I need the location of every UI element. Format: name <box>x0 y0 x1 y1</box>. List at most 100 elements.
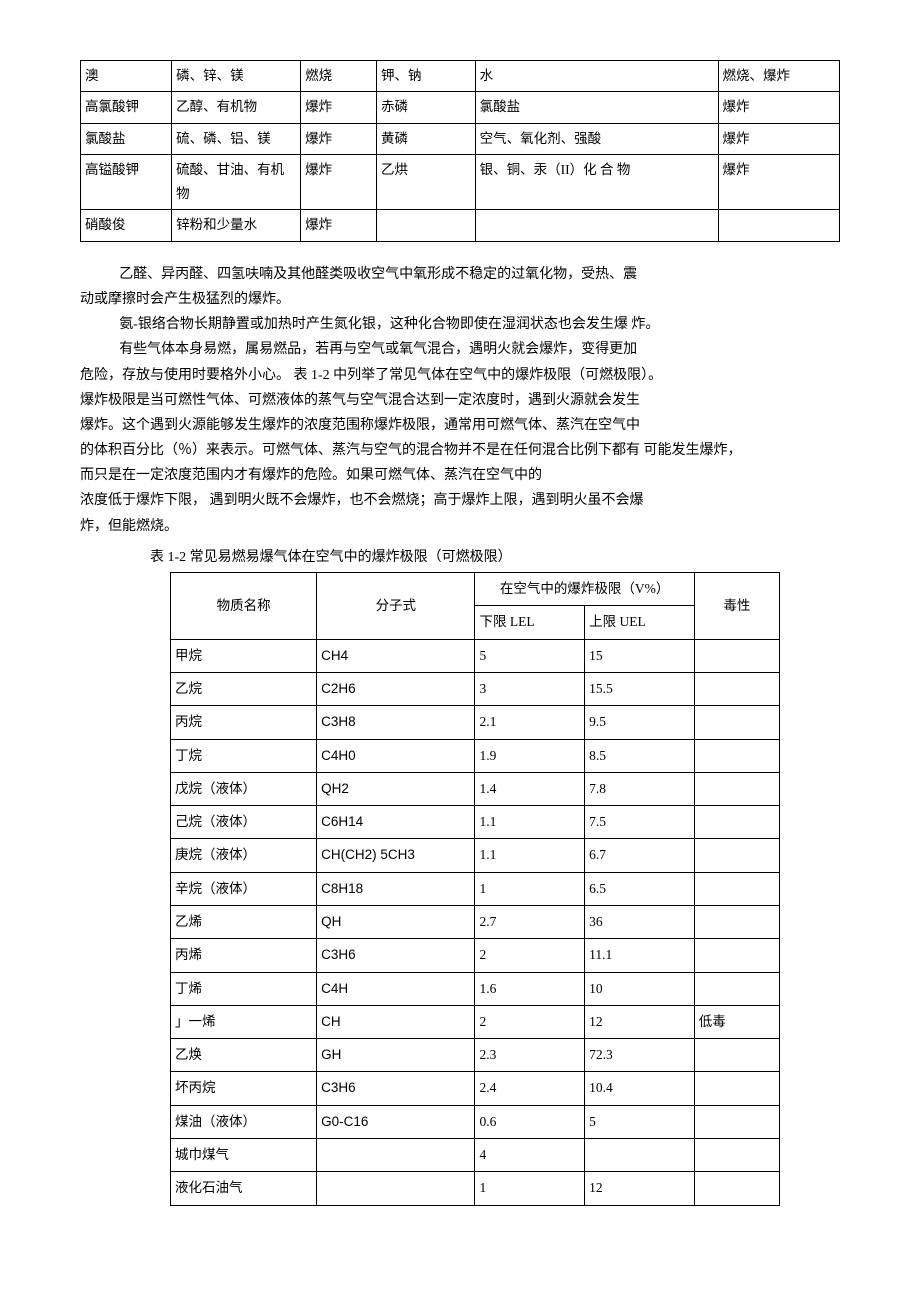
table-cell: 12 <box>585 1172 695 1205</box>
table-row: 氯酸盐硫、磷、铝、镁爆炸黄磷空气、氧化剂、强酸爆炸 <box>81 123 840 154</box>
table-cell: 低毒 <box>694 1005 779 1038</box>
table-cell: 7.5 <box>585 806 695 839</box>
table-cell: 6.7 <box>585 839 695 872</box>
table-cell: 15 <box>585 639 695 672</box>
table-cell: 1.1 <box>475 806 585 839</box>
table-row: 丙烷C3H82.19.5 <box>171 706 780 739</box>
table-cell: 磷、锌、镁 <box>172 61 301 92</box>
table-cell: C3H8 <box>317 706 475 739</box>
table-cell: C6H14 <box>317 806 475 839</box>
table-cell: C4H <box>317 972 475 1005</box>
paragraph-3: 有些气体本身易燃，属易燃品，若再与空气或氧气混合，遇明火就会爆炸，变得更加 危险… <box>80 337 840 539</box>
table-cell: 4 <box>475 1139 585 1172</box>
table-cell: 爆炸 <box>301 123 377 154</box>
table-cell: 爆炸 <box>301 92 377 123</box>
table-cell: 丙烯 <box>171 939 317 972</box>
table-cell: 」一烯 <box>171 1005 317 1038</box>
table-cell: 燃烧、爆炸 <box>718 61 839 92</box>
table-row: 乙烷C2H6315.5 <box>171 672 780 705</box>
table-cell: 辛烷（液体） <box>171 872 317 905</box>
table-cell: 7.8 <box>585 772 695 805</box>
col-upper: 上限 UEL <box>585 606 695 639</box>
table-cell: 0.6 <box>475 1105 585 1138</box>
table-cell: 氯酸盐 <box>81 123 172 154</box>
table-cell: 澳 <box>81 61 172 92</box>
table-cell: 空气、氧化剂、强酸 <box>475 123 718 154</box>
table-row: 煤油（液体）G0-C160.65 <box>171 1105 780 1138</box>
table-cell: CH4 <box>317 639 475 672</box>
table-cell: 丁烷 <box>171 739 317 772</box>
table-row: 甲烷CH4515 <box>171 639 780 672</box>
table-cell: C3H6 <box>317 1072 475 1105</box>
table-cell: 爆炸 <box>718 123 839 154</box>
text: 爆炸极限是当可燃性气体、可燃液体的蒸气与空气混合达到一定浓度时，遇到火源就会发生 <box>80 388 840 413</box>
table-cell: 1.6 <box>475 972 585 1005</box>
table-cell: 1.4 <box>475 772 585 805</box>
paragraph-2: 氨-银络合物长期静置或加热时产生氮化银，这种化合物即使在湿润状态也会发生爆 炸。 <box>80 312 840 337</box>
table-cell: 硫、磷、铝、镁 <box>172 123 301 154</box>
text: 乙醛、异丙醛、四氢呋喃及其他醛类吸收空气中氧形成不稳定的过氧化物，受热、震 <box>80 262 840 287</box>
table-row: 硝酸俊锌粉和少量水爆炸 <box>81 210 840 241</box>
table-cell <box>694 872 779 905</box>
table-cell: C8H18 <box>317 872 475 905</box>
table-cell: C4H0 <box>317 739 475 772</box>
table-cell <box>694 972 779 1005</box>
table-cell <box>694 1139 779 1172</box>
table-cell: 2.1 <box>475 706 585 739</box>
table-cell: 2 <box>475 939 585 972</box>
table-cell: 1 <box>475 872 585 905</box>
table-cell: 爆炸 <box>301 210 377 241</box>
table-cell: 乙烯 <box>171 906 317 939</box>
table-cell: 丙烷 <box>171 706 317 739</box>
table-cell: 12 <box>585 1005 695 1038</box>
table-cell: 赤磷 <box>376 92 475 123</box>
table-cell: 锌粉和少量水 <box>172 210 301 241</box>
table-cell: 5 <box>475 639 585 672</box>
col-name: 物质名称 <box>171 573 317 640</box>
table-cell: 庚烷（液体） <box>171 839 317 872</box>
table-cell: 乙醇、有机物 <box>172 92 301 123</box>
table-cell: 甲烷 <box>171 639 317 672</box>
chemical-mix-table: 澳磷、锌、镁燃烧钾、钠水燃烧、爆炸高氯酸钾乙醇、有机物爆炸赤磷氯酸盐爆炸氯酸盐硫… <box>80 60 840 242</box>
table-cell: 氯酸盐 <box>475 92 718 123</box>
table-row: 坏丙烷C3H62.410.4 <box>171 1072 780 1105</box>
table-cell <box>694 739 779 772</box>
table-row: 」一烯CH212低毒 <box>171 1005 780 1038</box>
table-cell: GH <box>317 1039 475 1072</box>
table-cell <box>694 939 779 972</box>
col-lower: 下限 LEL <box>475 606 585 639</box>
table-cell: 2.3 <box>475 1039 585 1072</box>
table-cell <box>317 1172 475 1205</box>
col-toxic: 毒性 <box>694 573 779 640</box>
col-limits: 在空气中的爆炸极限（V%） <box>475 573 694 606</box>
table-row: 乙烯QH2.736 <box>171 906 780 939</box>
table-cell: 液化石油气 <box>171 1172 317 1205</box>
table-cell <box>718 210 839 241</box>
table-cell: 10 <box>585 972 695 1005</box>
text: 氨-银络合物长期静置或加热时产生氮化银，这种化合物即使在湿润状态也会发生爆 炸。 <box>80 312 840 337</box>
table-cell: 丁烯 <box>171 972 317 1005</box>
table-cell: 戊烷（液体） <box>171 772 317 805</box>
table-cell: 5 <box>585 1105 695 1138</box>
table-cell: 15.5 <box>585 672 695 705</box>
table-cell: 钾、钠 <box>376 61 475 92</box>
table-cell: 银、铜、汞（II）化 合 物 <box>475 154 718 210</box>
table-cell: 1.1 <box>475 839 585 872</box>
table-row: 高镒酸钾硫酸、甘油、有机物爆炸乙烘银、铜、汞（II）化 合 物爆炸 <box>81 154 840 210</box>
table-row: 丙烯C3H6211.1 <box>171 939 780 972</box>
table-cell <box>694 839 779 872</box>
table-cell: 硫酸、甘油、有机物 <box>172 154 301 210</box>
table-cell: 爆炸 <box>718 92 839 123</box>
text: 有些气体本身易燃，属易燃品，若再与空气或氧气混合，遇明火就会爆炸，变得更加 <box>80 337 840 362</box>
table-2-caption: 表 1-2 常见易燃易爆气体在空气中的爆炸极限（可燃极限） <box>80 545 840 570</box>
table-cell: 2.4 <box>475 1072 585 1105</box>
table-cell: 乙焕 <box>171 1039 317 1072</box>
table-cell: 1.9 <box>475 739 585 772</box>
table-cell: 煤油（液体） <box>171 1105 317 1138</box>
table-cell: CH(CH2) 5CH3 <box>317 839 475 872</box>
table-cell: QH <box>317 906 475 939</box>
table-cell: 黄磷 <box>376 123 475 154</box>
table-cell <box>694 706 779 739</box>
table-cell <box>694 772 779 805</box>
table-row: 戊烷（液体）QH21.47.8 <box>171 772 780 805</box>
